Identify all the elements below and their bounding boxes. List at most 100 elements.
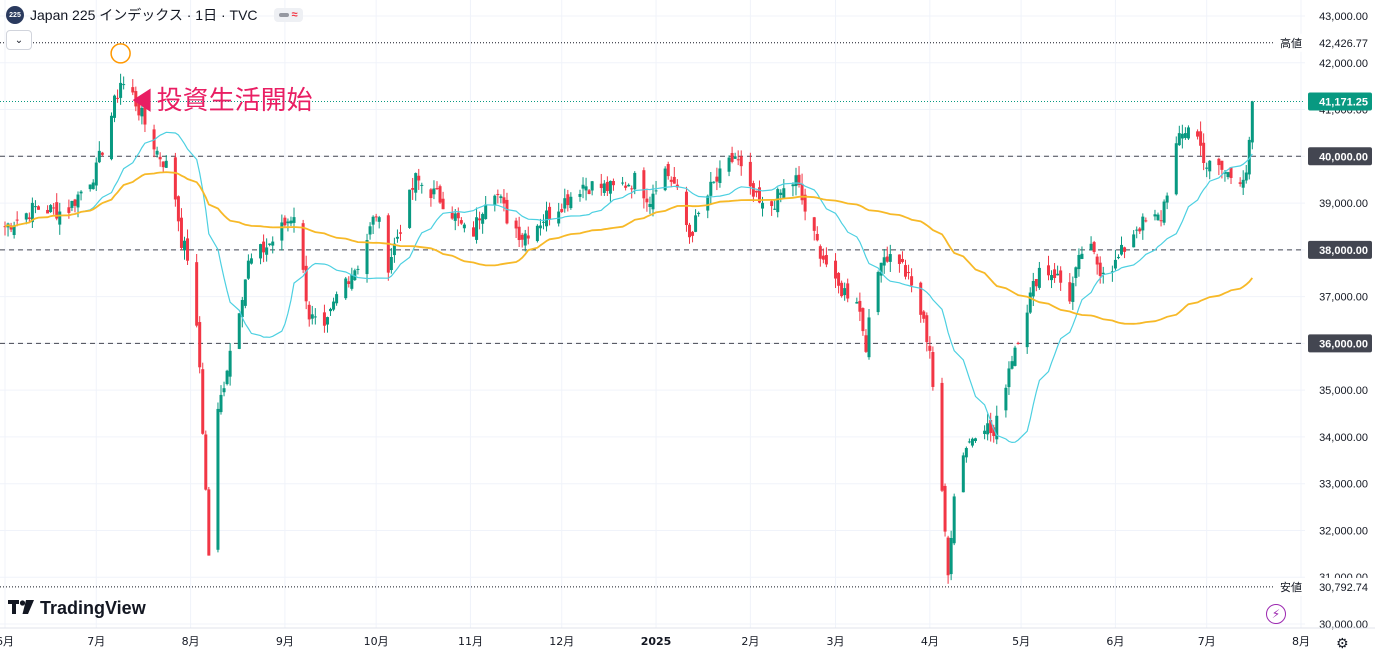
marker-value: 30,792.74 xyxy=(1319,582,1368,594)
candle-up xyxy=(1077,248,1081,277)
candle-up xyxy=(1174,136,1178,196)
candle-down xyxy=(928,336,932,359)
candle-up xyxy=(484,195,488,220)
candle-up xyxy=(268,243,272,247)
candle-up xyxy=(581,177,585,199)
marker-value: 36,000.00 xyxy=(1319,338,1368,350)
candle-up xyxy=(1050,270,1054,289)
marker-value: 40,000.00 xyxy=(1319,151,1368,163)
candle-up xyxy=(1110,265,1114,282)
candle-down xyxy=(1059,266,1063,291)
candle-down xyxy=(304,255,308,310)
candle-up xyxy=(219,385,223,415)
candle-down xyxy=(1068,273,1072,304)
candle-up xyxy=(952,493,956,546)
candle-up xyxy=(286,218,290,232)
candle-up xyxy=(109,112,113,161)
candle-up xyxy=(1013,345,1017,367)
candle-up xyxy=(91,179,95,190)
candle-up xyxy=(1089,236,1093,251)
bolt-icon[interactable]: ⚡ xyxy=(1266,604,1286,624)
candle-up xyxy=(182,236,186,260)
candle-down xyxy=(904,259,908,280)
candle-up xyxy=(12,221,16,239)
price-marker: 42,426.77 高値 xyxy=(1274,33,1372,52)
candle-down xyxy=(3,221,7,236)
candle-up xyxy=(791,182,795,197)
candle-up xyxy=(523,229,527,252)
candle-down xyxy=(1196,129,1200,140)
x-tick-label: 9月 xyxy=(276,635,294,648)
candle-down xyxy=(514,217,518,239)
candle-down xyxy=(864,329,868,353)
candle-down xyxy=(605,176,609,197)
candle-down xyxy=(1123,246,1127,259)
candle-up xyxy=(584,177,588,201)
candle-down xyxy=(754,190,758,198)
candle-up xyxy=(246,254,250,280)
candle-up xyxy=(627,183,631,187)
candle-up xyxy=(1208,160,1212,180)
candle-down xyxy=(283,215,287,228)
candle-up xyxy=(1116,254,1120,260)
price-axis[interactable]: 43,000.0042,000.0041,000.0040,000.0039,0… xyxy=(1274,11,1372,631)
candle-up xyxy=(602,180,606,196)
candle-down xyxy=(201,362,205,435)
annotation-layer: 投資生活開始 xyxy=(110,43,313,116)
candle-down xyxy=(715,167,719,191)
candle-up xyxy=(1241,170,1245,195)
candle-down xyxy=(1199,121,1203,156)
candle-down xyxy=(943,483,947,537)
candle-up xyxy=(563,188,567,213)
candle-down xyxy=(630,185,634,199)
candle-up xyxy=(1132,230,1136,248)
candle-down xyxy=(520,232,524,248)
candle-up xyxy=(995,405,999,445)
x-tick-label: 7月 xyxy=(1198,635,1216,648)
candle-up xyxy=(289,216,293,227)
candle-down xyxy=(1229,167,1233,184)
candle-down xyxy=(347,276,351,288)
candle-up xyxy=(1183,127,1187,140)
candle-up xyxy=(961,452,965,493)
candle-up xyxy=(545,201,549,232)
candle-up xyxy=(949,530,953,581)
candle-up xyxy=(249,253,253,265)
gear-icon[interactable]: ⚙ xyxy=(1336,635,1349,651)
candle-up xyxy=(706,194,710,219)
candle-up xyxy=(493,194,497,212)
y-tick-label: 34,000.00 xyxy=(1319,432,1368,444)
candle-down xyxy=(1144,217,1148,223)
candle-down xyxy=(27,212,31,223)
candle-down xyxy=(131,79,135,96)
chevron-down-icon[interactable]: ⌄ xyxy=(6,30,32,50)
candle-up xyxy=(1186,125,1190,140)
candle-down xyxy=(435,181,439,190)
candle-up xyxy=(1031,272,1035,307)
candle-up xyxy=(420,182,424,194)
candle-up xyxy=(265,238,269,262)
candle-down xyxy=(307,301,311,327)
candle-down xyxy=(812,216,816,241)
time-axis[interactable]: 6月 7月 8月 9月 10月 11月 12月 2025 2月 3月 4月 5月 6月 7月 8月 xyxy=(0,627,1375,648)
candle-down xyxy=(417,168,421,190)
symbol-title[interactable]: Japan 225 インデックス · 1日 · TVC xyxy=(30,7,258,23)
candle-down xyxy=(517,216,521,247)
x-tick-label: 11月 xyxy=(458,635,483,648)
candle-up xyxy=(1141,213,1145,240)
candle-down xyxy=(52,203,56,215)
x-tick-label: 6月 xyxy=(1106,635,1124,648)
candle-up xyxy=(325,316,329,333)
candle-up xyxy=(280,214,284,251)
candle-up xyxy=(408,189,412,229)
symbol-badge: 225 xyxy=(6,6,24,24)
candle-up xyxy=(1226,171,1230,180)
candle-up xyxy=(356,265,360,275)
candle-down xyxy=(566,189,570,212)
price-marker: 41,171.25 xyxy=(1308,92,1372,111)
candle-up xyxy=(49,204,53,213)
candle-down xyxy=(1046,255,1050,281)
tradingview-logo[interactable]: TradingView xyxy=(8,598,146,619)
indicator-pill[interactable]: ≈ xyxy=(273,8,303,22)
